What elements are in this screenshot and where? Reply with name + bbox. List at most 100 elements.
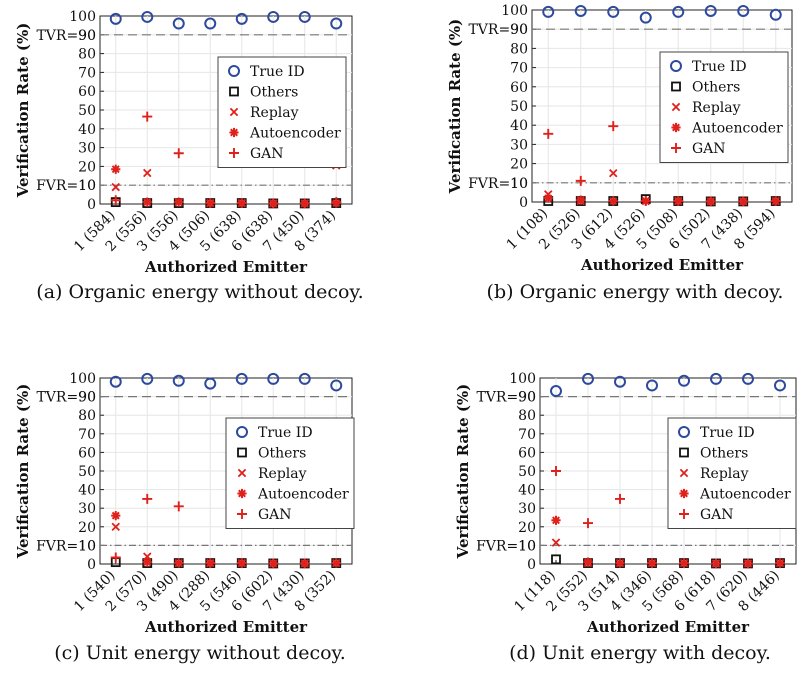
data-point-circle (672, 5, 685, 18)
legend: True ID Others Replay Autoencoder GAN (659, 51, 789, 163)
legend-marker-plus (237, 509, 247, 519)
data-point-circle (582, 372, 594, 385)
data-point-x (143, 168, 152, 178)
data-point-plus (205, 558, 216, 569)
legend: True ID Others Replay Autoencoder GAN (225, 417, 355, 529)
subfigure-caption: (d) Unit energy with decoy. (509, 642, 771, 664)
y-tick-label: 0 (87, 197, 96, 213)
legend-label: Autoencoder (699, 487, 791, 503)
data-point-plus (615, 493, 625, 504)
y-tick-label: 70 (510, 61, 528, 77)
ref-line-label: FVR=10 (468, 176, 528, 192)
data-point-plus (640, 196, 651, 207)
data-point-circle (235, 12, 248, 25)
legend-marker-asterisk (671, 122, 681, 133)
data-point-circle (204, 17, 217, 30)
y-tick-label: 0 (87, 557, 96, 573)
legend-label: Autoencoder (257, 487, 349, 503)
y-tick-label: 40 (518, 483, 536, 499)
data-point-asterisk (142, 197, 152, 207)
data-point-circle (704, 4, 717, 17)
data-point-plus (738, 196, 749, 207)
y-tick-label: 80 (78, 408, 96, 424)
y-tick-label: 60 (78, 84, 96, 100)
data-point-circle (109, 12, 122, 25)
legend-label: Others (258, 446, 306, 462)
legend-marker-plus (229, 148, 239, 158)
y-tick-label: 0 (519, 195, 528, 211)
data-point-plus (679, 558, 689, 569)
legend-box (225, 417, 355, 529)
data-point-circle (542, 5, 555, 18)
legend-marker-x (237, 468, 247, 478)
y-axis-title: Verification Rate (%) (446, 19, 464, 195)
data-point-circle (737, 4, 750, 17)
data-point-plus (743, 558, 753, 569)
y-tick-label: 100 (501, 3, 528, 19)
data-point-circle (678, 374, 690, 387)
data-point-asterisk (174, 197, 184, 207)
y-tick-label: 50 (78, 103, 96, 119)
data-point-circle (267, 372, 280, 385)
legend-marker-x (671, 102, 681, 112)
data-point-x (111, 522, 120, 532)
data-point-circle (710, 372, 722, 385)
y-tick-label: 100 (509, 371, 536, 387)
y-tick-label: 40 (510, 118, 528, 134)
data-point-circle (172, 374, 185, 387)
y-tick-label: 0 (527, 557, 536, 573)
data-point-square (551, 554, 561, 565)
y-tick-label: 90 (78, 28, 96, 44)
legend-box (659, 51, 789, 163)
legend-marker-circle (678, 426, 690, 438)
legend-marker-asterisk (237, 488, 247, 499)
data-point-plus (551, 466, 561, 476)
data-point-plus (775, 558, 785, 569)
y-tick-label: 100 (69, 9, 96, 25)
y-tick-label: 30 (78, 141, 96, 157)
y-tick-label: 70 (518, 427, 536, 443)
legend-marker-x (679, 468, 689, 478)
data-point-asterisk (583, 557, 593, 567)
legend-label: Autoencoder (249, 126, 341, 142)
y-tick-label: 50 (518, 464, 536, 480)
data-point-circle (141, 10, 154, 23)
y-axis-title: Verification Rate (%) (14, 23, 32, 199)
data-point-plus (711, 558, 721, 569)
data-point-circle (550, 385, 562, 398)
y-tick-label: 90 (78, 390, 96, 406)
y-tick-label: 80 (78, 47, 96, 63)
data-point-circle (109, 375, 122, 388)
data-point-plus (110, 552, 121, 563)
legend-label: Replay (692, 100, 741, 116)
legend-label: True ID (250, 64, 305, 80)
data-point-asterisk (331, 558, 341, 568)
data-point-plus (110, 195, 121, 206)
legend-label: True ID (692, 59, 747, 75)
y-tick-label: 20 (510, 157, 528, 173)
data-point-asterisk (576, 195, 586, 205)
legend-label: Others (692, 80, 740, 96)
legend-label: GAN (250, 146, 284, 162)
data-point-circle (639, 11, 652, 24)
y-axis-title: Verification Rate (%) (454, 384, 472, 560)
subfigure-caption: (a) Organic energy without decoy. (36, 281, 363, 303)
y-tick-label: 90 (518, 390, 536, 406)
data-point-plus (608, 121, 619, 132)
legend: True ID Others Replay Autoencoder GAN (217, 56, 347, 168)
data-point-circle (769, 8, 782, 21)
data-point-plus (268, 198, 279, 209)
data-point-plus (299, 558, 310, 569)
data-point-asterisk (111, 511, 121, 521)
legend-marker-square (237, 447, 247, 458)
legend-label: Others (250, 85, 298, 101)
y-tick-label: 20 (518, 520, 536, 536)
legend-marker-plus (671, 143, 681, 153)
legend-label: True ID (258, 425, 313, 441)
x-axis-title: Authorized Emitter (586, 618, 750, 636)
x-axis-title: Authorized Emitter (144, 618, 308, 636)
data-point-plus (268, 558, 279, 569)
